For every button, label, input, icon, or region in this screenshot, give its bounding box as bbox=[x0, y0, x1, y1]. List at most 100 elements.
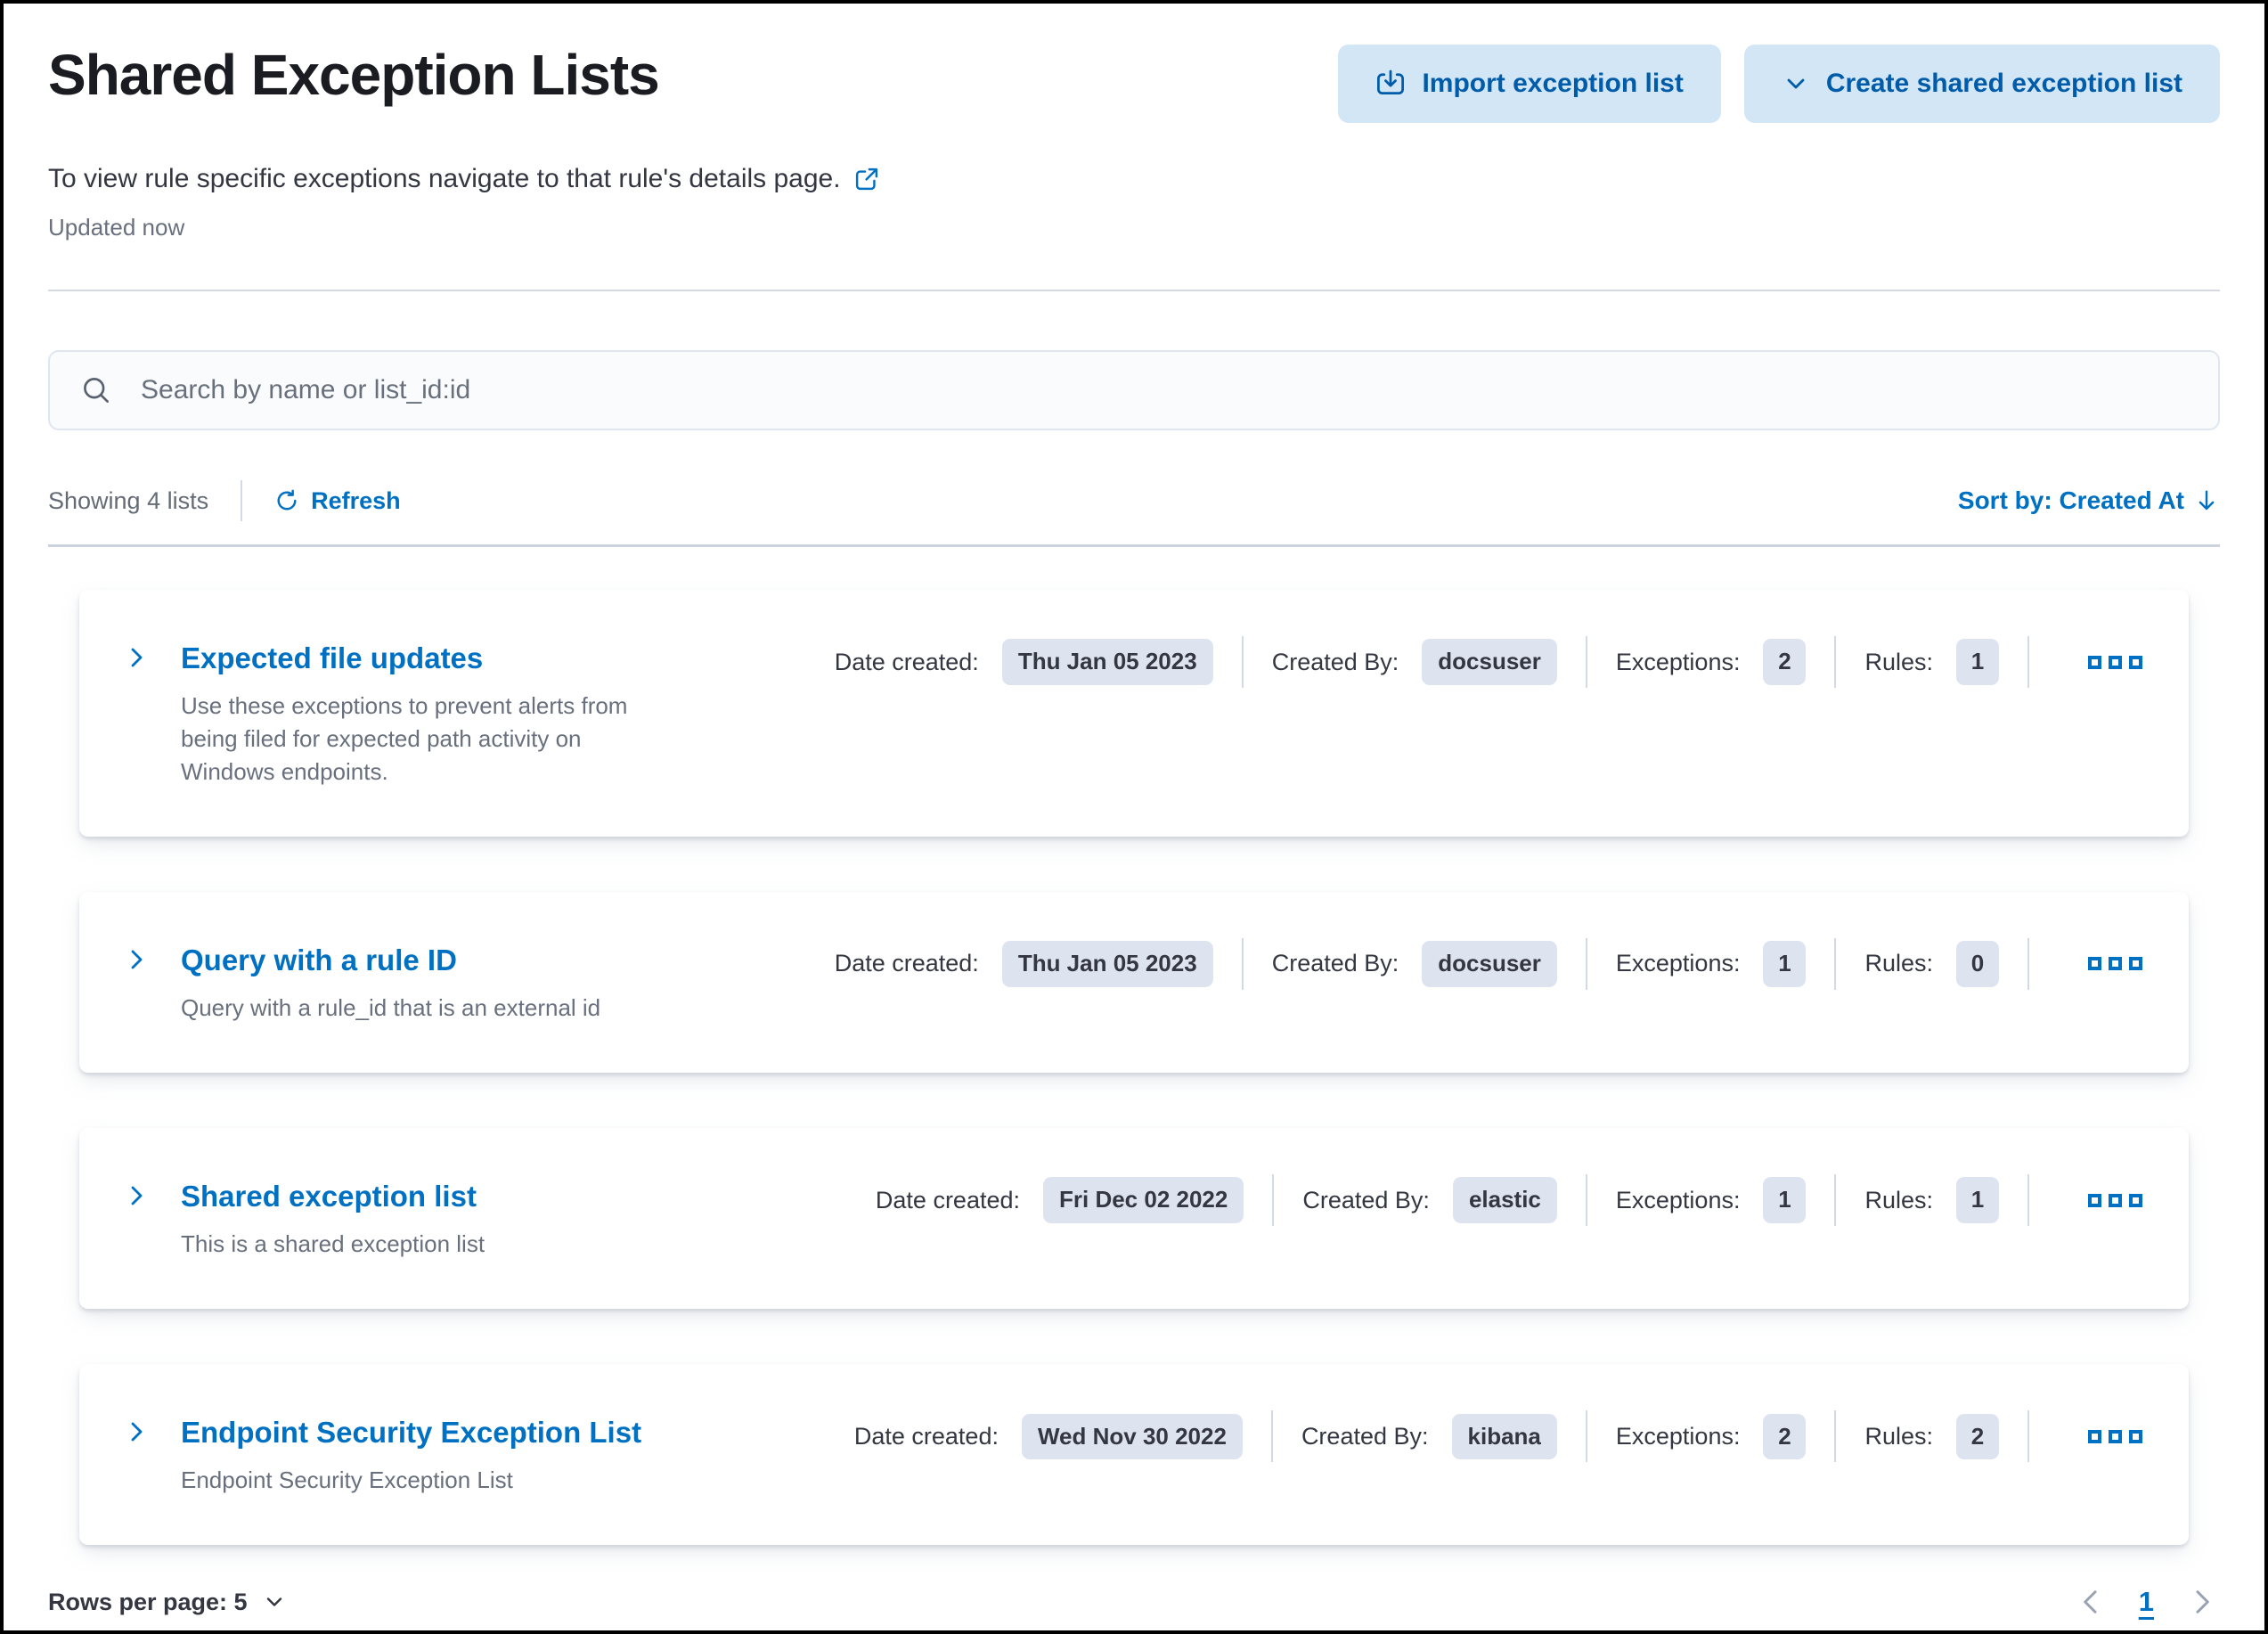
exceptions-label: Exceptions: bbox=[1615, 648, 1741, 675]
date-created-label: Date created: bbox=[853, 1422, 999, 1450]
created-by-label: Created By: bbox=[1302, 1186, 1430, 1213]
meta-divider bbox=[1272, 1174, 1275, 1226]
meta-divider bbox=[1270, 1410, 1273, 1463]
rules-count-badge: 2 bbox=[1956, 1413, 1999, 1459]
meta-divider bbox=[1834, 1410, 1837, 1463]
create-button-label: Create shared exception list bbox=[1825, 69, 2182, 98]
search-input[interactable] bbox=[48, 350, 2220, 430]
header-actions: Import exception list Create shared exce… bbox=[1338, 45, 2220, 123]
page-title: Shared Exception Lists bbox=[48, 43, 660, 107]
chevron-right-icon bbox=[122, 1181, 151, 1210]
chevron-right-icon bbox=[122, 1417, 151, 1446]
exception-list-card: Endpoint Security Exception List Endpoin… bbox=[79, 1364, 2189, 1546]
expand-card-button[interactable] bbox=[122, 643, 151, 672]
rules-count-badge: 1 bbox=[1956, 1177, 1999, 1223]
card-actions-menu-button[interactable] bbox=[2081, 950, 2150, 977]
page-number-1[interactable]: 1 bbox=[2138, 1586, 2154, 1618]
import-exception-list-button[interactable]: Import exception list bbox=[1338, 45, 1721, 123]
expand-card-button[interactable] bbox=[122, 945, 151, 974]
card-meta: Date created: Wed Nov 30 2022 Created By… bbox=[853, 1410, 2150, 1463]
exception-list-description: This is a shared exception list bbox=[181, 1230, 485, 1258]
card-meta: Date created: Thu Jan 05 2023 Created By… bbox=[834, 937, 2150, 990]
card-actions-menu-button[interactable] bbox=[2081, 1423, 2150, 1450]
refresh-icon bbox=[274, 488, 299, 513]
boxes-horizontal-icon bbox=[2088, 957, 2142, 971]
exceptions-count-badge: 2 bbox=[1763, 639, 1807, 685]
exceptions-label: Exceptions: bbox=[1615, 1186, 1741, 1213]
meta-divider bbox=[1834, 937, 1837, 990]
boxes-horizontal-icon bbox=[2088, 655, 2142, 669]
date-created-label: Date created: bbox=[834, 950, 979, 977]
meta-divider bbox=[1585, 1410, 1587, 1463]
previous-page-button[interactable] bbox=[2073, 1584, 2109, 1620]
created-by-label: Created By: bbox=[1271, 648, 1399, 675]
search-bar bbox=[48, 350, 2220, 430]
chevron-right-icon bbox=[2184, 1584, 2220, 1620]
meta-divider bbox=[2027, 937, 2029, 990]
import-button-label: Import exception list bbox=[1422, 69, 1684, 98]
page-header: Shared Exception Lists Import exception … bbox=[48, 43, 2220, 123]
exception-lists: Expected file updates Use these exceptio… bbox=[48, 554, 2220, 1546]
chevron-left-icon bbox=[2073, 1584, 2109, 1620]
created-by-label: Created By: bbox=[1271, 950, 1399, 977]
rules-count-badge: 1 bbox=[1956, 639, 1999, 685]
created-by-label: Created By: bbox=[1301, 1422, 1429, 1450]
meta-divider bbox=[2027, 1410, 2029, 1463]
meta-divider bbox=[1241, 636, 1244, 688]
chevron-down-icon bbox=[262, 1589, 287, 1614]
created-by-badge: elastic bbox=[1452, 1177, 1557, 1223]
rules-label: Rules: bbox=[1864, 1422, 1933, 1450]
rows-per-page-select[interactable]: Rows per page: 5 bbox=[48, 1589, 287, 1616]
exception-list-title-link[interactable]: Query with a rule ID bbox=[181, 943, 457, 976]
boxes-horizontal-icon bbox=[2088, 1429, 2142, 1443]
create-shared-exception-list-button[interactable]: Create shared exception list bbox=[1743, 45, 2220, 123]
created-by-badge: docsuser bbox=[1422, 941, 1557, 987]
chevron-down-icon bbox=[1782, 69, 1810, 98]
date-created-badge: Fri Dec 02 2022 bbox=[1043, 1177, 1244, 1223]
date-created-label: Date created: bbox=[834, 648, 979, 675]
boxes-horizontal-icon bbox=[2088, 1193, 2142, 1207]
external-link-icon[interactable] bbox=[853, 166, 880, 192]
meta-divider bbox=[1585, 636, 1587, 688]
next-page-button[interactable] bbox=[2184, 1584, 2220, 1620]
date-created-label: Date created: bbox=[875, 1186, 1020, 1213]
sort-down-arrow-icon bbox=[2193, 487, 2220, 514]
rules-label: Rules: bbox=[1864, 648, 1933, 675]
import-action-icon bbox=[1375, 69, 1406, 99]
exception-list-description: Use these exceptions to prevent alerts f… bbox=[181, 692, 628, 785]
page-subtitle: To view rule specific exceptions navigat… bbox=[48, 164, 2220, 194]
exception-list-card: Query with a rule ID Query with a rule_i… bbox=[79, 891, 2189, 1073]
rules-label: Rules: bbox=[1864, 1186, 1933, 1213]
card-actions-menu-button[interactable] bbox=[2081, 1187, 2150, 1214]
exceptions-label: Exceptions: bbox=[1615, 1422, 1741, 1450]
chevron-right-icon bbox=[122, 945, 151, 974]
meta-divider bbox=[2027, 636, 2029, 688]
expand-card-button[interactable] bbox=[122, 1417, 151, 1446]
exception-list-description: Query with a rule_id that is an external… bbox=[181, 994, 601, 1022]
created-by-badge: kibana bbox=[1451, 1413, 1557, 1459]
sort-label: Sort by: Created At bbox=[1957, 486, 2184, 514]
exceptions-count-badge: 2 bbox=[1763, 1413, 1807, 1459]
exception-list-description: Endpoint Security Exception List bbox=[181, 1467, 513, 1494]
sort-by-created-at-button[interactable]: Sort by: Created At bbox=[1958, 486, 2220, 515]
meta-divider bbox=[1241, 937, 1244, 990]
showing-count: Showing 4 lists bbox=[48, 486, 209, 514]
card-meta: Date created: Thu Jan 05 2023 Created By… bbox=[835, 636, 2150, 688]
date-created-badge: Wed Nov 30 2022 bbox=[1021, 1413, 1243, 1459]
exception-list-title-link[interactable]: Endpoint Security Exception List bbox=[181, 1416, 642, 1450]
expand-card-button[interactable] bbox=[122, 1181, 151, 1210]
exception-list-title-link[interactable]: Expected file updates bbox=[181, 641, 484, 674]
exceptions-count-badge: 1 bbox=[1763, 941, 1807, 987]
exception-list-title-link[interactable]: Shared exception list bbox=[181, 1180, 477, 1213]
utility-divider bbox=[241, 480, 243, 521]
rules-label: Rules: bbox=[1864, 950, 1933, 977]
refresh-label: Refresh bbox=[311, 486, 401, 514]
exceptions-label: Exceptions: bbox=[1615, 950, 1741, 977]
meta-divider bbox=[2027, 1174, 2029, 1226]
meta-divider bbox=[1834, 1174, 1837, 1226]
refresh-button[interactable]: Refresh bbox=[274, 487, 401, 515]
card-actions-menu-button[interactable] bbox=[2081, 649, 2150, 676]
pagination-bar: Rows per page: 5 1 bbox=[48, 1584, 2220, 1630]
meta-divider bbox=[1585, 937, 1587, 990]
